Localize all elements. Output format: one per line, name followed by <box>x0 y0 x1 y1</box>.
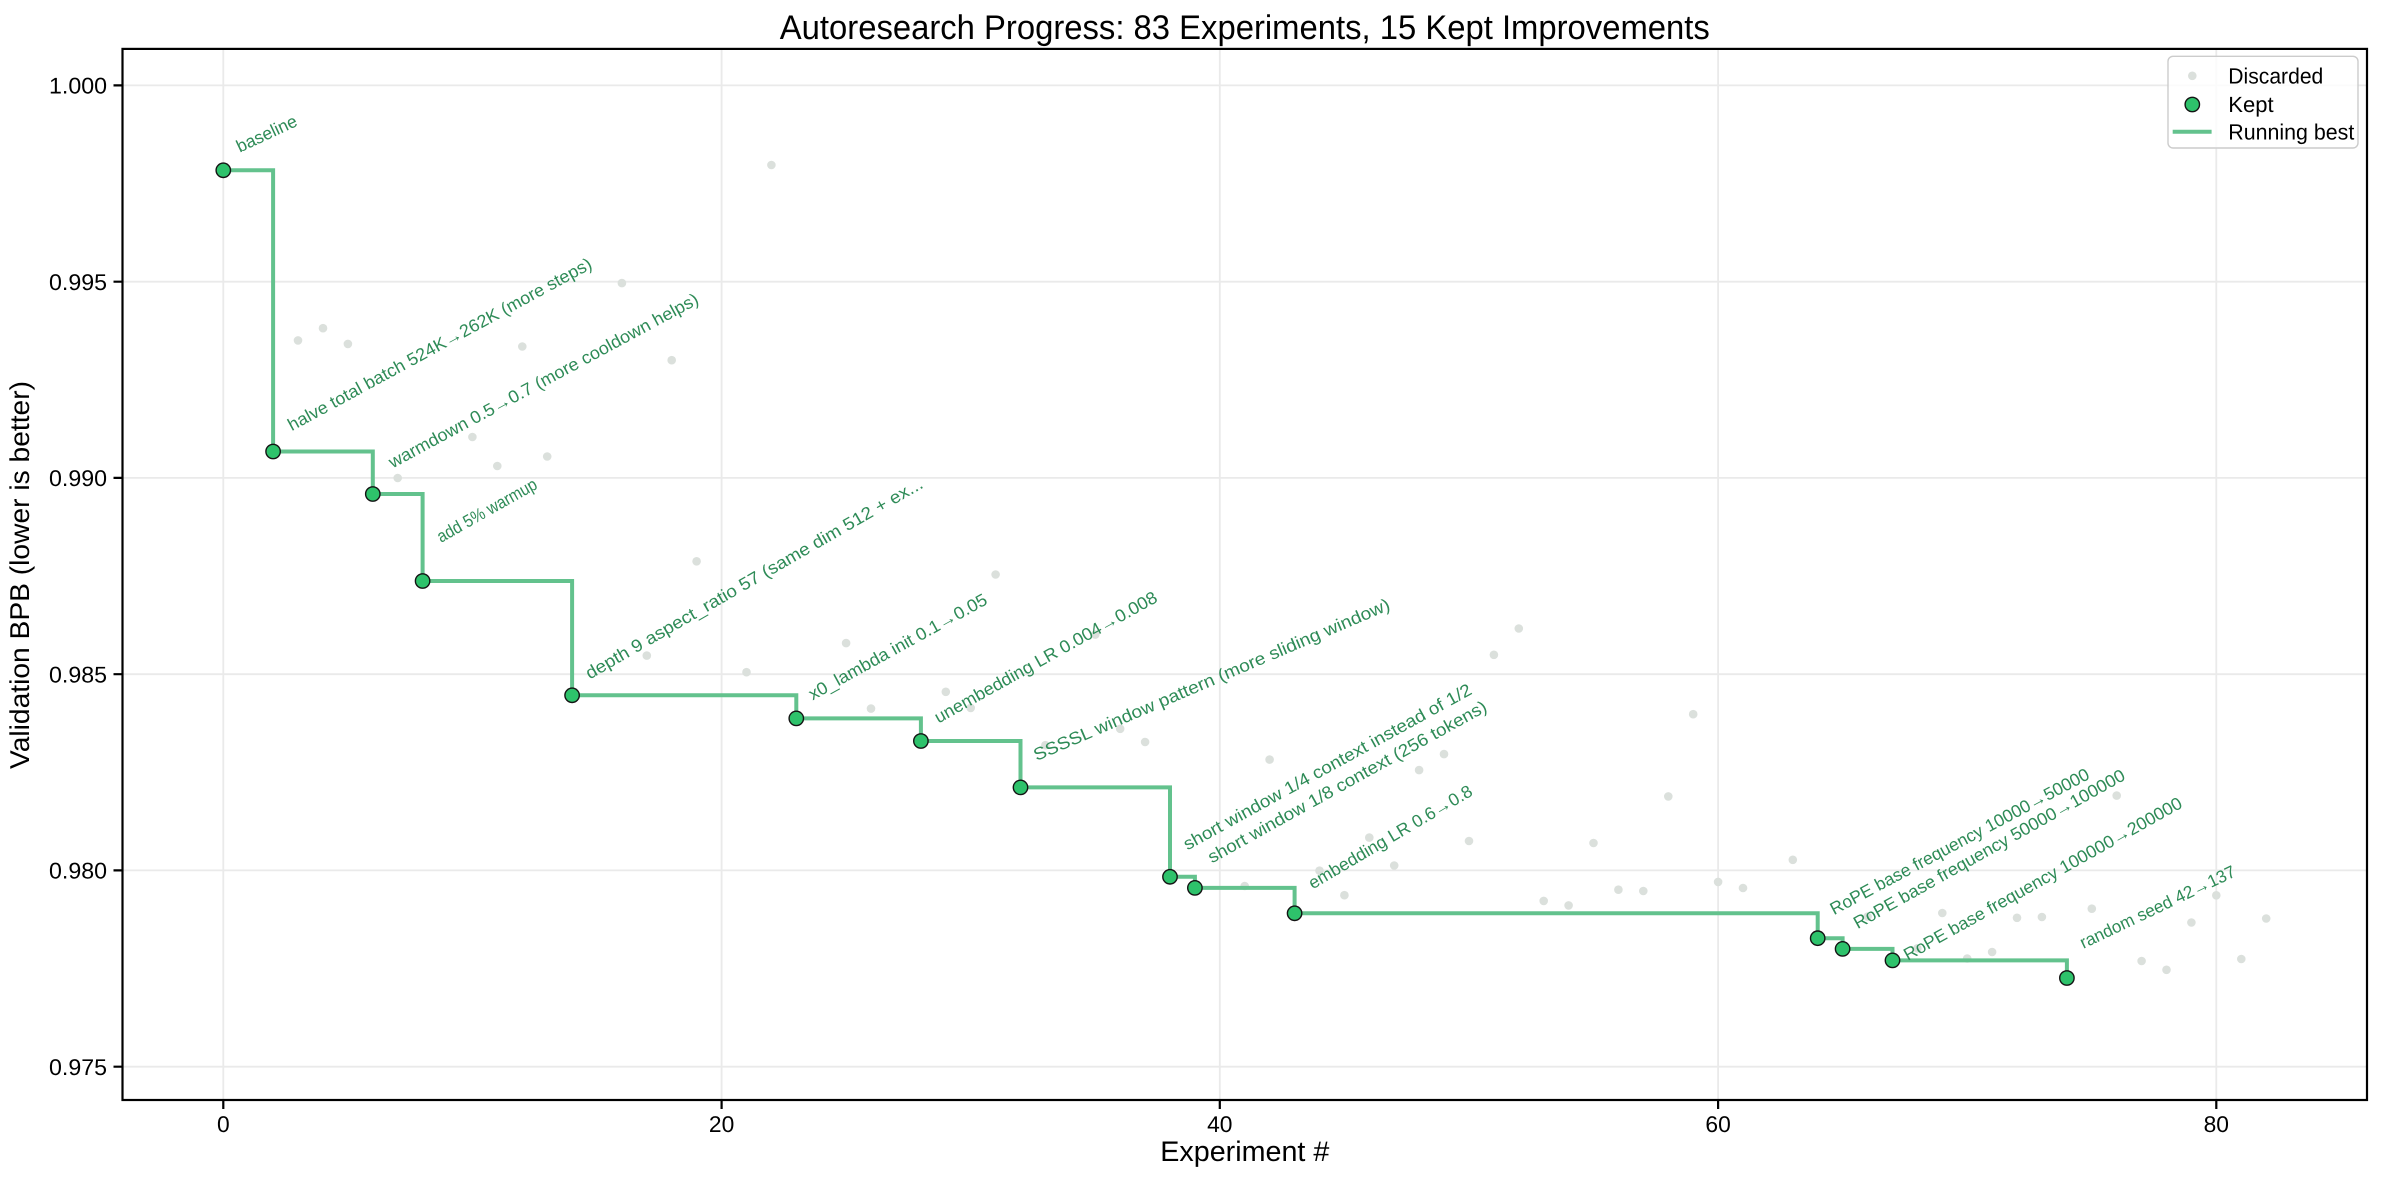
svg-text:80: 80 <box>2204 1111 2229 1137</box>
svg-text:0.995: 0.995 <box>49 269 107 295</box>
svg-text:0: 0 <box>217 1111 230 1137</box>
svg-text:Kept: Kept <box>2228 92 2273 117</box>
svg-text:Autoresearch Progress: 83 Expe: Autoresearch Progress: 83 Experiments, 1… <box>780 9 1710 47</box>
svg-text:Experiment #: Experiment # <box>1160 1135 1329 1167</box>
svg-text:Running best: Running best <box>2228 119 2354 144</box>
svg-text:40: 40 <box>1207 1111 1232 1137</box>
svg-text:1.000: 1.000 <box>49 73 107 99</box>
svg-text:0.980: 0.980 <box>49 858 107 884</box>
svg-text:0.975: 0.975 <box>49 1054 107 1080</box>
svg-text:Validation BPB (lower is bette: Validation BPB (lower is better) <box>4 381 35 769</box>
svg-text:0.990: 0.990 <box>49 465 107 491</box>
svg-text:Discarded: Discarded <box>2228 63 2323 88</box>
svg-text:0.985: 0.985 <box>49 661 107 687</box>
svg-text:60: 60 <box>1705 1111 1730 1137</box>
svg-text:20: 20 <box>709 1111 734 1137</box>
